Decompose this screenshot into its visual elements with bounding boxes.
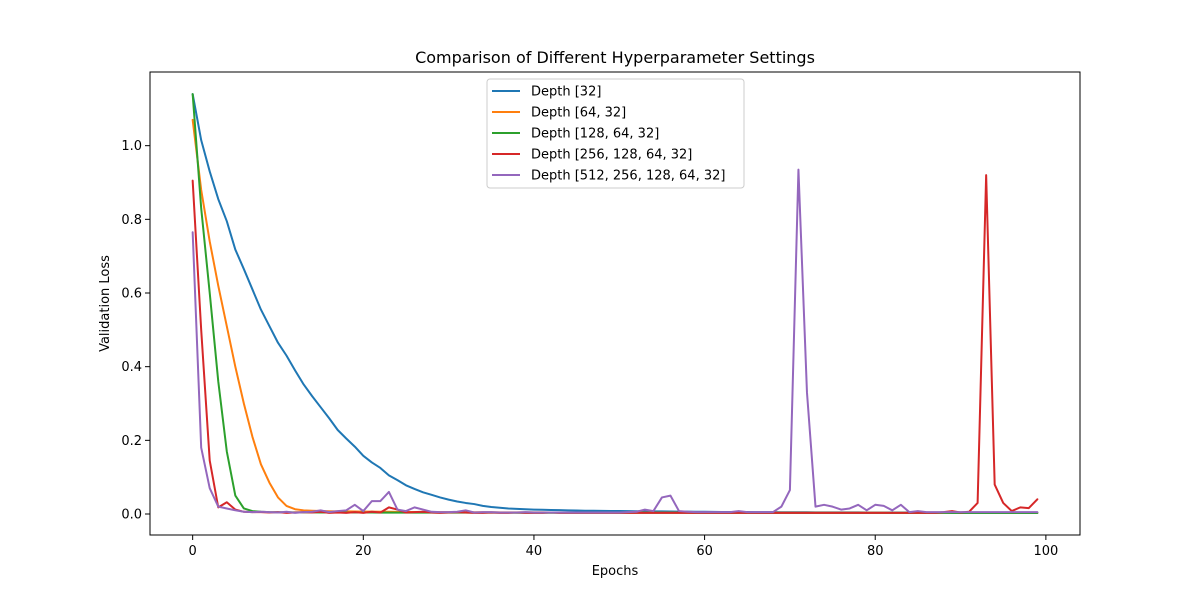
series-layer bbox=[191, 93, 1039, 514]
series-line-4 bbox=[191, 168, 1039, 514]
legend-box bbox=[486, 78, 745, 189]
y-tick-label: 1.0 bbox=[121, 139, 142, 154]
legend-entry-label: Depth [32] bbox=[531, 85, 601, 100]
plot-frame bbox=[149, 71, 1081, 536]
x-tick-label: 20 bbox=[355, 544, 372, 559]
x-tick-label: 100 bbox=[1033, 544, 1058, 559]
legend-entry-label: Depth [128, 64, 32] bbox=[531, 127, 659, 142]
legend: Depth [32] Depth [64, 32] Depth [128, 64, … bbox=[486, 78, 745, 189]
x-tick-label: 80 bbox=[867, 544, 884, 559]
chart-title: Comparison of Different Hyperparameter S… bbox=[415, 48, 815, 67]
y-tick-label: 0.8 bbox=[121, 213, 142, 228]
y-tick-label: 0.4 bbox=[121, 360, 142, 375]
x-tick-label: 60 bbox=[696, 544, 713, 559]
legend-entry-label: Depth [256, 128, 64, 32] bbox=[531, 148, 692, 163]
y-tick-label: 0.2 bbox=[121, 434, 142, 449]
legend-entry-label: Depth [512, 256, 128, 64, 32] bbox=[531, 169, 725, 184]
legend-entries: Depth [32] Depth [64, 32] Depth [128, 64, … bbox=[492, 85, 725, 184]
x-tick-label: 0 bbox=[189, 544, 197, 559]
y-ticks: 0.0 0.2 0.4 0.6 0.8 1.0 bbox=[121, 139, 150, 523]
x-axis-label: Epochs bbox=[592, 564, 639, 579]
x-tick-label: 40 bbox=[526, 544, 543, 559]
y-tick-label: 0.0 bbox=[121, 508, 142, 523]
x-ticks: 0 20 40 60 80 100 bbox=[189, 535, 1058, 559]
y-tick-label: 0.6 bbox=[121, 287, 142, 302]
y-axis-label: Validation Loss bbox=[98, 255, 113, 352]
legend-entry-label: Depth [64, 32] bbox=[531, 106, 626, 121]
